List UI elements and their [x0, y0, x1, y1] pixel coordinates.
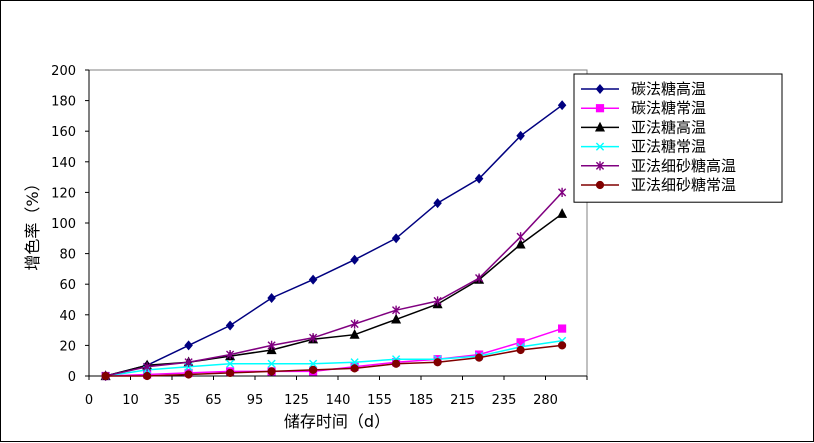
legend-label: 亚法细砂糖常温	[631, 176, 736, 194]
data-point	[184, 340, 193, 351]
data-point	[516, 130, 525, 141]
data-point	[143, 371, 152, 381]
legend-item: 亚法细砂糖高温	[581, 157, 736, 175]
legend-box	[573, 73, 783, 203]
data-point	[349, 328, 360, 339]
data-point	[226, 349, 235, 360]
legend-swatch-marker	[595, 161, 605, 171]
legend-swatch-marker	[595, 84, 605, 94]
data-point	[557, 208, 568, 218]
data-point	[558, 187, 567, 197]
legend-swatch-marker	[594, 121, 606, 132]
data-point	[433, 358, 442, 367]
y-tick-label: 80	[59, 248, 76, 263]
x-tick-label: 280	[533, 393, 558, 408]
legend-swatch-marker	[595, 104, 605, 113]
data-point	[309, 365, 318, 374]
data-point	[267, 367, 276, 376]
x-tick-label: 35	[164, 393, 181, 408]
data-point	[350, 319, 359, 329]
data-point	[516, 345, 525, 355]
data-point	[474, 173, 484, 184]
data-point	[226, 359, 235, 368]
data-point	[267, 293, 276, 303]
legend-label: 亚法糖高温	[631, 118, 706, 136]
x-tick-label: 95	[247, 393, 264, 408]
data-point	[433, 296, 442, 306]
data-point	[350, 364, 359, 373]
y-tick-label: 0	[68, 370, 76, 385]
x-tick-label: 10	[122, 393, 139, 408]
x-tick-label: 215	[450, 393, 475, 408]
x-tick-label: 140	[326, 393, 351, 408]
data-point	[143, 362, 152, 372]
series-line	[105, 104, 563, 377]
x-tick-label: 155	[367, 393, 392, 408]
x-axis-title: 储存时间（d）	[284, 412, 390, 431]
data-point	[558, 324, 567, 333]
data-point	[515, 238, 526, 249]
data-point	[101, 371, 110, 381]
data-point	[391, 233, 401, 244]
data-point	[392, 305, 401, 315]
data-point	[225, 320, 235, 331]
legend-label: 亚法细砂糖高温	[631, 157, 736, 175]
y-tick-label: 160	[51, 125, 76, 140]
x-tick-label: 125	[284, 393, 309, 408]
data-point	[557, 100, 567, 111]
data-point	[267, 340, 276, 350]
y-tick-label: 120	[51, 186, 76, 201]
legend-swatch-marker	[595, 142, 605, 151]
data-point	[309, 333, 318, 343]
series-line	[105, 340, 563, 377]
y-tick-label: 180	[51, 95, 76, 110]
data-point	[516, 232, 525, 242]
series-line	[105, 191, 563, 377]
legend-item: 亚法糖高温	[581, 118, 706, 136]
data-point	[184, 370, 193, 379]
series-line	[105, 344, 563, 377]
data-point	[433, 198, 442, 209]
data-point	[391, 313, 402, 324]
y-tick-label: 140	[51, 156, 76, 171]
series-group	[101, 341, 567, 381]
data-point	[184, 357, 193, 367]
x-tick-label: 65	[205, 393, 222, 408]
legend-label: 碳法糖高温	[631, 80, 706, 98]
legend-swatch-marker	[595, 180, 605, 190]
series-group	[101, 100, 567, 381]
data-point	[226, 368, 235, 378]
series-group	[101, 187, 567, 381]
legend-item: 亚法糖常温	[581, 138, 706, 156]
y-tick-label: 20	[59, 339, 76, 354]
data-point	[558, 341, 567, 350]
data-point	[308, 274, 318, 285]
y-tick-label: 200	[51, 64, 76, 79]
data-point	[475, 273, 484, 283]
legend-label: 碳法糖常温	[631, 99, 706, 117]
x-tick-label: 185	[409, 393, 434, 408]
x-tick-label: 0	[85, 393, 93, 408]
y-tick-label: 100	[51, 217, 76, 232]
data-point	[475, 353, 484, 362]
legend-item: 碳法糖高温	[581, 80, 706, 98]
x-tick-label: 235	[492, 393, 517, 408]
y-axis-title: 增色率（%）	[23, 175, 42, 270]
legend-label: 亚法糖常温	[631, 138, 706, 156]
data-point	[267, 359, 276, 368]
data-point	[309, 359, 318, 368]
legend-item: 碳法糖常温	[581, 99, 706, 117]
y-tick-label: 40	[59, 309, 76, 324]
data-point	[350, 254, 359, 265]
legend-item: 亚法细砂糖常温	[581, 176, 736, 194]
y-tick-label: 60	[59, 278, 76, 293]
data-point	[392, 359, 401, 368]
data-point	[350, 358, 359, 367]
plot-area	[88, 69, 588, 377]
